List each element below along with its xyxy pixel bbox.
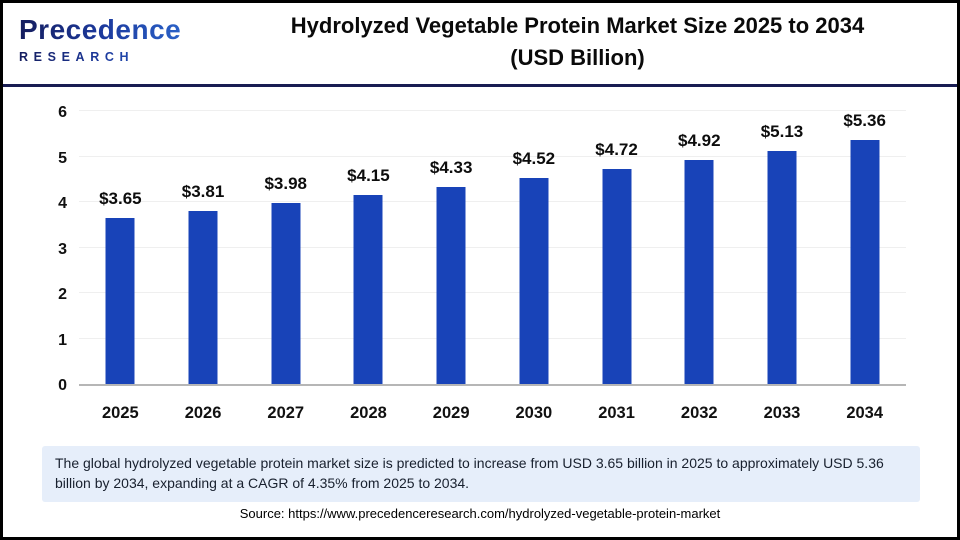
bar-2030 [519,178,549,384]
bar-2031 [602,169,632,384]
bar-2026 [188,210,218,384]
bars-row: $3.65 $3.81 $3.98 $4.15 $4.33 $4.52 $4.72 $4.92… [79,103,906,384]
bar-value-label: $4.33 [429,158,473,177]
bar-value-label: $3.81 [181,181,225,201]
y-tick-label: 3 [58,240,67,258]
chart-title-line2: (USD Billion) [510,44,645,70]
precedence-research-logo: Precedence RESEARCH [3,3,208,84]
bar-2033 [767,150,797,384]
bar-slot-2029: $4.33 [410,103,493,384]
bar-slot-2032: $4.92 [658,103,741,384]
bar-2028 [353,195,383,384]
x-tick-label-2025: 2025 [101,404,139,422]
x-axis-labels: 2025 2026 2027 2028 2029 2030 2031 2032 2033 2034 [79,400,906,426]
x-tick-label-2029: 2029 [432,404,470,422]
gridline [79,246,906,248]
x-tick-label-2034: 2034 [846,404,884,422]
bar-slot-2028: $4.15 [327,103,410,384]
y-tick-label: 6 [58,104,67,121]
bar-slot-2031: $4.72 [575,103,658,384]
bar-2034 [850,140,880,384]
summary-note: The global hydrolyzed vegetable protein … [42,446,920,502]
gridline [79,155,906,157]
gridline [79,201,906,202]
bar-value-label: $4.72 [595,140,638,160]
x-tick-label-2033: 2033 [763,404,801,422]
bar-value-label: $5.13 [760,121,804,141]
y-tick-label: 1 [58,331,67,349]
bar-slot-2033: $5.13 [741,103,824,384]
bar-value-label: $5.36 [843,111,886,131]
y-tick-label: 4 [58,195,67,212]
bar-slot-2025: $3.65 [79,103,162,384]
x-tick-label-2031: 2031 [598,404,635,422]
x-tick-label-2032: 2032 [680,404,718,422]
plot-area: $3.65 $3.81 $3.98 $4.15 $4.33 $4.52 $4.72 $4.92… [79,103,906,386]
y-tick-label: 0 [58,377,67,394]
bar-chart: 0 1 2 3 4 5 6 $3.65 $3.81 $3.98 $4.15 $4.33 $4.52 $4… [3,90,957,442]
bar-2025 [105,217,135,384]
gridline [79,337,906,339]
bar-value-label: $3.65 [99,188,142,208]
x-tick-label-2027: 2027 [267,404,305,422]
gridline [79,292,906,293]
bar-2032 [684,160,714,384]
source-text: Source: https://www.precedenceresearch.c… [239,506,721,521]
y-tick-label: 2 [58,286,67,303]
chart-title: Hydrolyzed Vegetable Protein Market Size… [208,3,957,84]
gridline [79,110,906,111]
bar-value-label: $4.92 [677,131,721,151]
y-tick-label: 5 [58,149,67,167]
bar-2027 [271,202,301,384]
x-tick-label-2030: 2030 [515,404,553,422]
bar-value-label: $4.52 [512,149,556,169]
bar-2029 [436,187,466,384]
x-tick-label-2028: 2028 [350,404,387,422]
bar-slot-2034: $5.36 [823,103,906,384]
bar-slot-2030: $4.52 [493,103,576,384]
bar-slot-2026: $3.81 [162,103,245,384]
bar-value-label: $4.15 [347,166,390,186]
chart-title-line1: Hydrolyzed Vegetable Protein Market Size… [290,12,865,38]
header: Precedence RESEARCH Hydrolyzed Vegetable… [3,3,957,87]
logo-brand-text: Precedence [19,13,208,47]
x-tick-label-2026: 2026 [184,404,222,422]
bar-value-label: $3.98 [264,173,308,193]
bar-slot-2027: $3.98 [244,103,327,384]
logo-sub-text: RESEARCH [19,49,208,65]
y-axis-labels: 0 1 2 3 4 5 6 [3,103,67,394]
